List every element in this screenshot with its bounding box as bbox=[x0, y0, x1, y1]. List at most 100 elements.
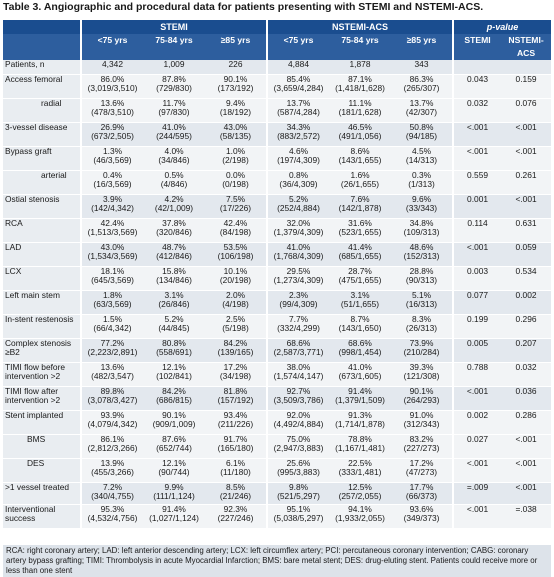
cell-value: 46.5% bbox=[348, 121, 372, 132]
cell-count: (94/185) bbox=[405, 131, 438, 142]
table-row: LCX 18.1% (645/3,569) 15.8% (134/846) 10.1% (2… bbox=[3, 265, 552, 291]
cell-count: (252/4,884) bbox=[277, 203, 320, 214]
cell-value: 91.7% bbox=[223, 433, 248, 444]
cell-count: (33/343) bbox=[405, 203, 438, 214]
p-value-cell: 0.559 bbox=[452, 170, 502, 195]
p-value-cell: 0.036 bbox=[501, 386, 552, 411]
table-title: Table 3. Angiographic and procedural dat… bbox=[3, 1, 484, 13]
table-cell: 37.8% (320/846) bbox=[143, 218, 205, 243]
p-value: 0.043 bbox=[467, 73, 489, 84]
p-value: 0.002 bbox=[467, 409, 489, 420]
p-value-cell: 0.286 bbox=[501, 410, 552, 435]
row-label: RCA bbox=[3, 218, 81, 243]
p-value-cell: =.009 bbox=[452, 482, 502, 505]
table-cell: 10.1% (20/198) bbox=[205, 266, 267, 291]
table-cell: 43.0% (1,534/3,569) bbox=[80, 242, 143, 267]
table-cell: 87.8% (729/830) bbox=[143, 74, 205, 99]
row-label-text: DES bbox=[27, 457, 45, 468]
header-group-stemi: STEMI bbox=[80, 20, 267, 34]
table-cell: 95.1% (5,038/5,297) bbox=[266, 504, 329, 529]
cell-value: 12.1% bbox=[162, 361, 186, 372]
cell-value: 3.9% bbox=[102, 193, 123, 204]
p-value: <.001 bbox=[466, 241, 489, 252]
table-cell: 6.1% (11/180) bbox=[205, 458, 267, 483]
row-label-text: Interventional success bbox=[5, 503, 56, 524]
table-cell: 8.6% (143/1,655) bbox=[329, 146, 391, 171]
row-label: TIMI flow before intervention >2 bbox=[3, 362, 81, 387]
cell-value: 29.5% bbox=[286, 265, 311, 276]
cell-value: 22.5% bbox=[348, 457, 372, 468]
table-cell: 5.2% (252/4,884) bbox=[266, 194, 329, 219]
cell-count: (66/4,342) bbox=[93, 323, 132, 334]
table-cell: 18.1% (645/3,569) bbox=[80, 265, 143, 291]
cell-count: (4,079/4,342) bbox=[87, 419, 138, 430]
table-cell: 12.1% (90/744) bbox=[143, 458, 205, 483]
table-cell: 12.1% (102/841) bbox=[143, 361, 205, 387]
p-value-cell: 0.788 bbox=[452, 362, 502, 387]
table-row: Interventional success 95.3% (4,532/4,756)… bbox=[3, 503, 552, 529]
cell-value: 77.2% bbox=[100, 337, 125, 348]
cell-count: (17/226) bbox=[219, 203, 252, 214]
cell-value: 93.9% bbox=[100, 409, 125, 420]
row-label: BMS bbox=[3, 434, 81, 459]
p-value: <.001 bbox=[515, 145, 537, 156]
p-value: 0.001 bbox=[467, 193, 489, 204]
table-cell: 9.6% (33/343) bbox=[391, 194, 454, 219]
cell-value: 13.7% bbox=[409, 97, 434, 108]
cell-count: (1,574/4,147) bbox=[273, 371, 324, 382]
cell-count: (0/198) bbox=[222, 179, 249, 190]
table-cell: 1.3% (46/3,569) bbox=[80, 146, 143, 171]
cell-value: 2.0% bbox=[225, 289, 246, 300]
row-label: LAD bbox=[3, 242, 81, 267]
cell-count: (18/192) bbox=[219, 107, 252, 118]
cell-value: 91.4% bbox=[162, 503, 186, 514]
table-row: Ostial stenosis 3.9% (142/4,342) 4.2% (42/1,… bbox=[3, 193, 552, 219]
row-label: 3-vessel disease bbox=[3, 122, 81, 147]
cell-count: (3,078/3,427) bbox=[87, 395, 138, 406]
table-cell: 41.0% (244/595) bbox=[143, 122, 205, 147]
header-group-row: STEMI NSTEMI-ACS p-value bbox=[3, 20, 552, 34]
header-col: ≥85 yrs bbox=[391, 34, 454, 60]
p-value-cell: <.001 bbox=[452, 458, 502, 483]
cell-value: 8.7% bbox=[350, 313, 370, 324]
cell-count: (143/1,650) bbox=[338, 323, 382, 334]
cell-value: 80.8% bbox=[162, 337, 186, 348]
table-cell: 77.2% (2,223/2,891) bbox=[80, 337, 143, 363]
cell-value: 41.0% bbox=[348, 361, 372, 372]
table-cell: 85.4% (3,659/4,284) bbox=[266, 74, 329, 99]
table-cell: 78.8% (1,167/1,481) bbox=[329, 434, 391, 459]
cell-count: (99/4,309) bbox=[279, 299, 318, 310]
table-cell: 83.2% (227/273) bbox=[391, 434, 454, 459]
table-row: arterial 0.4% (16/3,569) 0.5% (4/846) 0.0% (0/… bbox=[3, 169, 552, 195]
p-value-cell: <.001 bbox=[501, 434, 552, 459]
cell-count: (1,534/3,569) bbox=[87, 251, 138, 262]
table-cell: 95.3% (4,532/4,756) bbox=[80, 504, 143, 529]
cell-value: 4.6% bbox=[288, 145, 309, 156]
table-cell: 93.4% (211/226) bbox=[205, 410, 267, 435]
cell-value: 9.4% bbox=[225, 97, 246, 108]
cell-count: (20/198) bbox=[219, 275, 252, 286]
cell-value: 86.1% bbox=[100, 433, 125, 444]
cell-value: 0.8% bbox=[288, 169, 309, 180]
cell-value: 43.0% bbox=[223, 121, 248, 132]
table-cell: 1,009 bbox=[143, 59, 205, 75]
cell-value: 1,009 bbox=[163, 59, 185, 69]
table-row: Stent implanted 93.9% (4,079/4,342) 90.1% (9… bbox=[3, 409, 552, 435]
cell-value: 18.1% bbox=[100, 265, 125, 276]
row-label-text: Ostial stenosis bbox=[5, 193, 60, 204]
cell-count: (320/846) bbox=[156, 227, 192, 238]
cell-value: 343 bbox=[414, 59, 429, 69]
cell-count: (4/198) bbox=[222, 299, 249, 310]
cell-value: 9.9% bbox=[164, 481, 184, 492]
cell-value: 50.8% bbox=[409, 121, 434, 132]
table-cell: 1.5% (66/4,342) bbox=[80, 314, 143, 339]
p-value: 0.631 bbox=[515, 217, 537, 228]
cell-value: 84.2% bbox=[223, 337, 248, 348]
p-value-cell: 0.002 bbox=[452, 409, 502, 435]
cell-count: (90/313) bbox=[405, 275, 438, 286]
table-cell: 8.7% (143/1,650) bbox=[329, 313, 391, 339]
table-cell: 84.2% (139/165) bbox=[205, 337, 267, 363]
cell-count: (729/830) bbox=[156, 83, 192, 94]
table-cell: 15.8% (134/846) bbox=[143, 266, 205, 291]
